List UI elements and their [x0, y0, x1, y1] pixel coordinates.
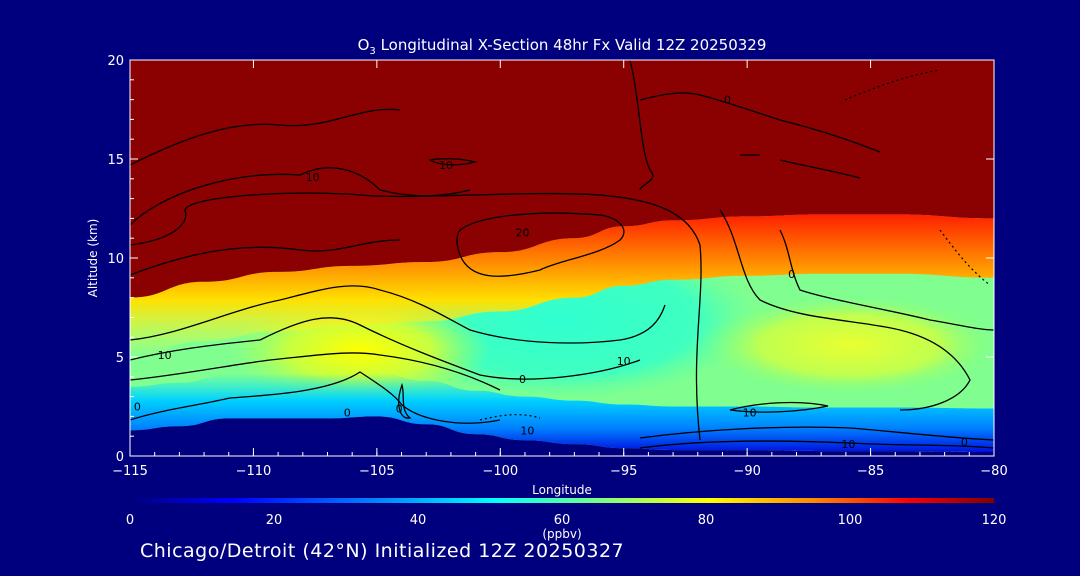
y-axis-label: Altitude (km): [86, 219, 100, 298]
colorbar-tick-label: 60: [554, 513, 571, 528]
dotted-contour-line: [479, 414, 541, 421]
contour-lines: [130, 60, 994, 449]
dotted-contour-line: [844, 69, 941, 101]
colorbar: 0 20 40 60 80 100 120 (ppbv): [126, 498, 1007, 541]
contour-line: [130, 285, 666, 344]
y-tick-label: 0: [116, 450, 124, 465]
footer-caption: Chicago/Detroit (42°N) Initialized 12Z 2…: [140, 540, 625, 562]
contour-label: 10: [743, 406, 757, 419]
x-tick-label: −95: [610, 464, 637, 479]
contour-label: 0: [788, 268, 795, 281]
contour-line: [639, 92, 881, 153]
yellow-maximum-east: [700, 295, 994, 395]
contour-line: [779, 229, 994, 331]
contour-line: [629, 60, 654, 191]
colorbar-tick-label: 0: [126, 513, 134, 528]
x-tick-label: −80: [980, 464, 1007, 479]
contour-label: 0: [396, 403, 403, 416]
contour-labels: 10 10 10 20 0 0 10 0 0 0 0 10 10 10 0: [134, 94, 968, 452]
colorbar-tick-label: 20: [266, 513, 283, 528]
contour-line: [639, 426, 994, 441]
contour-line: [130, 317, 641, 380]
contour-line: [719, 209, 971, 411]
colorbar-gradient: [130, 498, 994, 503]
colorbar-label: (ppbv): [542, 527, 581, 541]
y-tick-label: 15: [107, 153, 124, 168]
x-tick-label: −90: [733, 464, 760, 479]
contour-label: 20: [516, 226, 530, 239]
contour-line: [130, 192, 702, 441]
x-tick-label: −115: [112, 464, 148, 479]
contour-line: [130, 371, 501, 424]
contour-label: 0: [519, 373, 526, 386]
x-axis-label: Longitude: [532, 483, 592, 497]
contour-line: [428, 158, 478, 166]
contour-label: 0: [724, 94, 731, 107]
x-tick-label: −85: [857, 464, 884, 479]
contour-label: 10: [306, 171, 320, 184]
colorbar-tick-label: 40: [410, 513, 427, 528]
y-tick-label: 20: [107, 54, 124, 69]
contour-label: 0: [344, 406, 351, 419]
contour-label: 10: [617, 355, 631, 368]
plot-area: 10 10 10 20 0 0 10 0 0 0 0 10 10 10 0: [130, 60, 994, 456]
contour-line: [779, 159, 861, 179]
x-tick-label: −100: [482, 464, 518, 479]
y-axis: 0 5 10 15 20: [107, 54, 994, 465]
y-tick-label: 10: [107, 252, 124, 267]
contour-line: [398, 382, 412, 419]
contour-label: 0: [134, 401, 141, 414]
colorbar-ticks: 0 20 40 60 80 100 120: [126, 513, 1007, 528]
contour-line: [130, 352, 501, 391]
colorbar-tick-label: 120: [982, 513, 1007, 528]
contour-line: [130, 108, 401, 166]
dotted-contour-line: [939, 229, 991, 286]
chart-title: O3 Longitudinal X-Section 48hr Fx Valid …: [358, 36, 767, 57]
contour-label: 10: [520, 424, 534, 437]
dotted-contours: [479, 69, 991, 421]
contour-label: 10: [841, 438, 855, 451]
x-axis: −115 −110 −105 −100 −95 −90 −85 −80: [112, 60, 1008, 479]
contour-line: [729, 401, 829, 413]
contour-line: [130, 239, 401, 276]
x-tick-label: −105: [359, 464, 395, 479]
tropopause-gradient: [130, 214, 994, 357]
surface-region: [130, 416, 994, 456]
lower-troposphere-band: [130, 372, 994, 452]
contour-line: [130, 167, 471, 226]
y-tick-label: 5: [116, 351, 124, 366]
contour-label: 10: [158, 349, 172, 362]
colorbar-tick-label: 80: [698, 513, 715, 528]
colorbar-tick-label: 100: [838, 513, 863, 528]
contour-line: [456, 212, 625, 277]
x-tick-label: −110: [236, 464, 272, 479]
contour-line: [639, 440, 994, 449]
contour-label: 10: [439, 159, 453, 172]
contour-label: 0: [961, 436, 968, 449]
